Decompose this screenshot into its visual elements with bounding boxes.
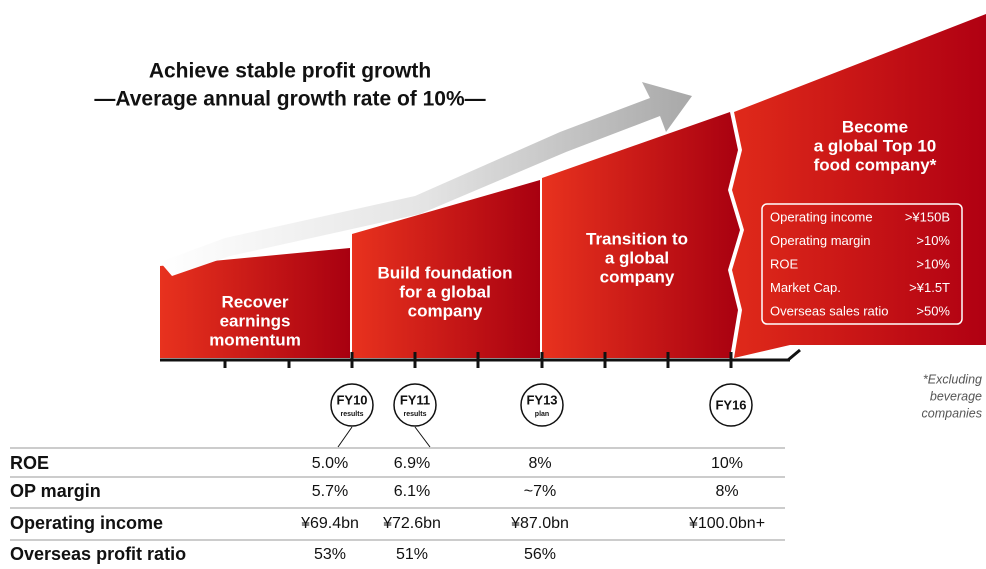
row-label: Operating income bbox=[10, 513, 163, 533]
headline: —Average annual growth rate of 10%— bbox=[94, 88, 485, 111]
targets-box bbox=[761, 203, 963, 325]
callout-line bbox=[414, 426, 431, 448]
target-value: >¥150B bbox=[905, 209, 950, 224]
milestone-sub: results bbox=[341, 411, 364, 418]
cell: ¥69.4bn bbox=[300, 515, 359, 532]
cell: ¥100.0bn+ bbox=[688, 515, 765, 532]
target-value: >10% bbox=[916, 233, 950, 248]
stage-label: a global bbox=[605, 248, 669, 267]
target-label: Operating margin bbox=[770, 233, 870, 248]
stage-label: Transition to bbox=[586, 229, 688, 248]
cell: 8% bbox=[528, 455, 551, 472]
milestone-label: FY16 bbox=[715, 397, 746, 412]
milestone-label: FY13 bbox=[526, 392, 557, 407]
stage-label: Build foundation bbox=[377, 263, 512, 282]
stage-shape bbox=[160, 248, 350, 358]
milestone-circle bbox=[709, 383, 753, 427]
footnote: beverage bbox=[930, 389, 982, 403]
stage-shape bbox=[542, 112, 740, 358]
cell: 51% bbox=[396, 546, 428, 563]
growth-arrow bbox=[160, 82, 692, 276]
stage-label: for a global bbox=[399, 282, 491, 301]
cell: 8% bbox=[715, 483, 738, 500]
cell: 56% bbox=[524, 546, 556, 563]
callout-line bbox=[337, 426, 353, 448]
row-label: OP margin bbox=[10, 481, 101, 501]
stage-label: Become bbox=[842, 117, 908, 136]
stage-label: company bbox=[600, 267, 675, 286]
target-label: ROE bbox=[770, 256, 799, 271]
cell: 53% bbox=[314, 546, 346, 563]
milestone-circle bbox=[330, 383, 374, 427]
milestone-sub: plan bbox=[535, 411, 549, 418]
stage-label: momentum bbox=[209, 330, 301, 349]
stage-label: earnings bbox=[220, 311, 291, 330]
stage-label: company bbox=[408, 301, 483, 320]
headline: Achieve stable profit growth bbox=[149, 60, 431, 83]
milestone-sub: results bbox=[404, 411, 427, 418]
cell: 5.0% bbox=[312, 455, 348, 472]
stage-shapes bbox=[160, 14, 986, 358]
axis bbox=[160, 348, 801, 368]
stage-shape bbox=[732, 14, 986, 358]
footnote: companies bbox=[922, 406, 982, 420]
cell: 6.1% bbox=[394, 483, 430, 500]
cell: 10% bbox=[711, 455, 743, 472]
target-value: >10% bbox=[916, 256, 950, 271]
cell: 5.7% bbox=[312, 483, 348, 500]
cell: 6.9% bbox=[394, 455, 430, 472]
stage-label: Recover bbox=[221, 292, 288, 311]
row-label: Overseas profit ratio bbox=[10, 544, 186, 564]
target-value: >50% bbox=[916, 303, 950, 318]
stage-shape bbox=[352, 180, 540, 358]
milestone-circle bbox=[520, 383, 564, 427]
cell: ¥72.6bn bbox=[382, 515, 441, 532]
target-label: Overseas sales ratio bbox=[770, 303, 889, 318]
cell: ¥87.0bn bbox=[510, 515, 569, 532]
footnote: *Excluding bbox=[923, 372, 982, 386]
milestone-label: FY10 bbox=[336, 392, 367, 407]
timeline-end bbox=[787, 348, 801, 362]
target-value: >¥1.5T bbox=[909, 280, 950, 295]
milestone-label: FY11 bbox=[400, 392, 430, 407]
cell: ~7% bbox=[524, 483, 556, 500]
row-label: ROE bbox=[10, 453, 49, 473]
target-label: Operating income bbox=[770, 209, 873, 224]
milestone-circle bbox=[393, 383, 437, 427]
target-label: Market Cap. bbox=[770, 280, 841, 295]
stage-label: food company* bbox=[814, 155, 937, 174]
stage-label: a global Top 10 bbox=[814, 136, 936, 155]
